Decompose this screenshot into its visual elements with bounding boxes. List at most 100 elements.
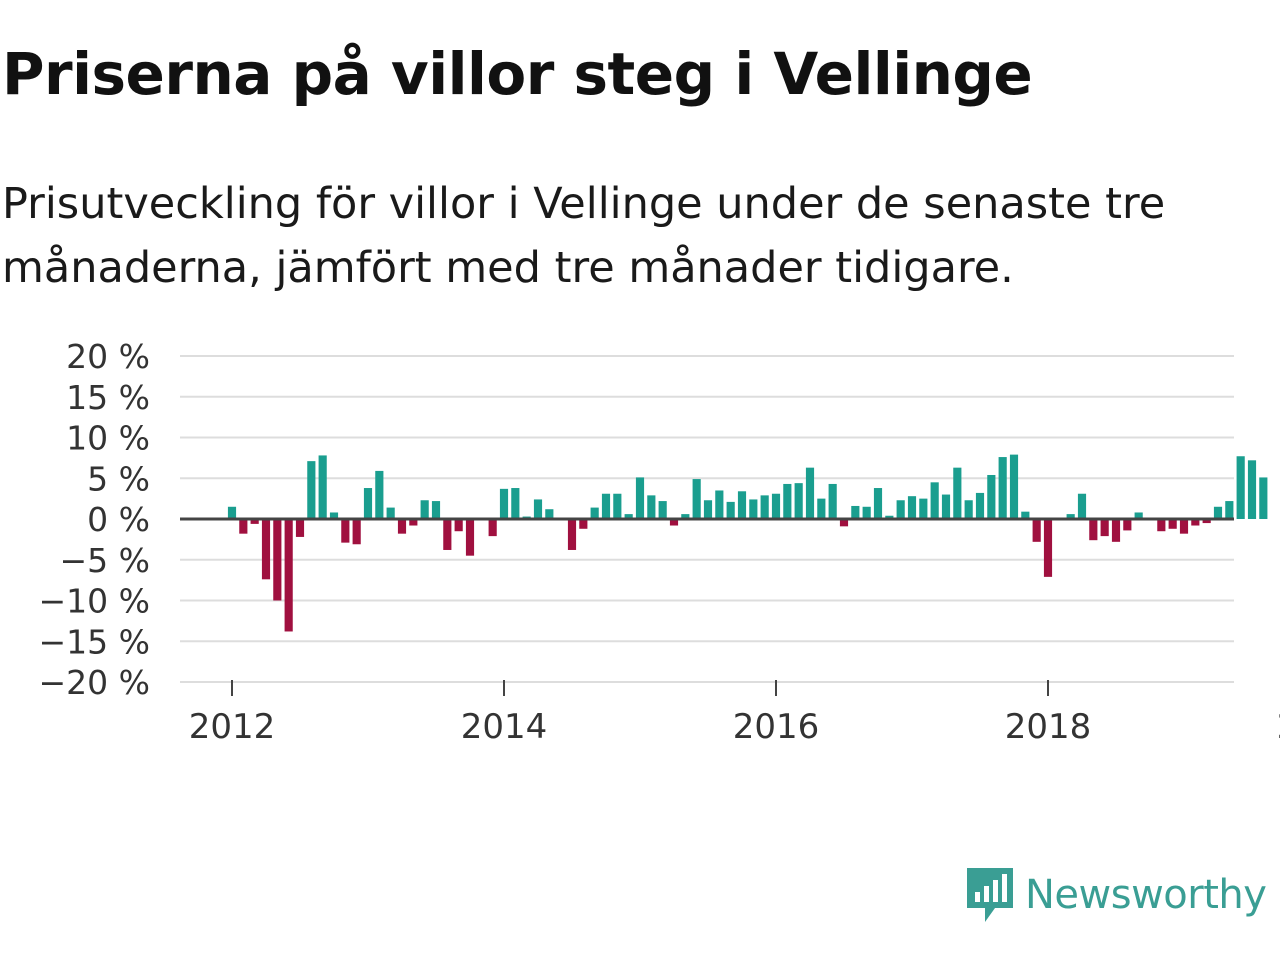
bar xyxy=(817,498,826,519)
bar xyxy=(465,519,475,556)
newsworthy-logo-icon xyxy=(967,868,1013,922)
bar xyxy=(295,519,305,537)
bar xyxy=(250,519,259,524)
bar xyxy=(715,490,724,519)
x-tick-label: 2018 xyxy=(1005,707,1092,747)
bar xyxy=(1168,519,1177,529)
bar xyxy=(1236,456,1245,519)
y-tick-label: 20 % xyxy=(66,337,150,376)
bar xyxy=(862,506,871,519)
bar xyxy=(1179,519,1189,534)
bar xyxy=(726,501,735,519)
bar xyxy=(987,474,996,519)
bar xyxy=(545,509,554,519)
bar xyxy=(953,467,962,519)
bar xyxy=(613,493,622,519)
bar xyxy=(579,519,588,529)
bar xyxy=(307,461,316,519)
bar xyxy=(341,519,350,543)
bar xyxy=(1213,506,1223,519)
bar xyxy=(420,500,429,519)
x-tick-label: 2014 xyxy=(461,707,548,747)
bar xyxy=(1100,519,1109,537)
bar xyxy=(669,519,679,526)
bar xyxy=(533,499,543,519)
y-tick-label: −20 % xyxy=(39,663,151,702)
bar xyxy=(647,495,656,519)
bar xyxy=(907,496,917,519)
bar xyxy=(488,519,497,537)
bar xyxy=(873,488,883,519)
bar xyxy=(454,519,463,532)
bar xyxy=(851,505,860,519)
chart-subtitle: Prisutveckling för villor i Vellinge und… xyxy=(2,179,1166,293)
bar xyxy=(363,488,373,519)
bar xyxy=(590,507,599,519)
bar xyxy=(624,514,633,519)
bar xyxy=(352,519,361,545)
bar xyxy=(805,467,815,519)
bar xyxy=(443,519,452,550)
bar xyxy=(1009,454,1019,519)
y-axis: 20 %15 %10 %5 %0 %−5 %−10 %−15 %−20 % xyxy=(39,337,151,702)
bar xyxy=(397,519,407,534)
bar xyxy=(284,519,293,632)
x-axis: 20122014201620182020202220242026 xyxy=(189,680,1280,747)
x-tick-label: 2016 xyxy=(733,707,820,747)
bar xyxy=(1225,501,1234,519)
y-tick-label: −5 % xyxy=(60,541,151,580)
y-tick-label: 5 % xyxy=(87,459,150,498)
y-tick-label: 10 % xyxy=(66,419,150,458)
bar xyxy=(703,500,713,519)
y-tick-label: −15 % xyxy=(39,622,151,661)
bar xyxy=(1032,519,1041,542)
bar xyxy=(239,519,248,534)
bar xyxy=(1259,477,1268,519)
bar xyxy=(930,482,939,519)
bar xyxy=(1134,512,1143,519)
bar xyxy=(998,457,1007,519)
bar xyxy=(1043,519,1053,577)
bar xyxy=(635,477,645,519)
bar xyxy=(1066,514,1075,519)
bar xyxy=(896,500,905,519)
gridlines xyxy=(180,355,1234,683)
bar xyxy=(975,492,985,519)
bar xyxy=(1123,519,1132,531)
bar xyxy=(749,499,758,519)
bar xyxy=(1202,519,1211,524)
bar xyxy=(783,483,792,519)
bar xyxy=(329,512,339,519)
bar xyxy=(511,488,520,519)
bar xyxy=(386,507,395,519)
newsworthy-logo: Newsworthy xyxy=(965,866,1267,924)
bar xyxy=(375,470,384,519)
bar xyxy=(1191,519,1200,526)
x-tick-label: 2012 xyxy=(189,707,276,747)
bar xyxy=(828,483,837,519)
bar xyxy=(964,500,973,519)
bar xyxy=(771,493,781,519)
bar xyxy=(941,494,951,519)
bar xyxy=(431,501,441,519)
bar xyxy=(681,514,690,519)
bar xyxy=(601,493,611,519)
bar xyxy=(1157,519,1166,532)
bar xyxy=(1077,493,1087,519)
bar-series xyxy=(227,454,1268,632)
bar xyxy=(919,498,928,519)
bar xyxy=(885,515,894,519)
bar xyxy=(409,519,418,526)
brand-name: Newsworthy xyxy=(1025,872,1267,918)
chart-title: Priserna på villor steg i Vellinge xyxy=(2,40,1033,108)
bar xyxy=(692,479,701,519)
y-tick-label: −10 % xyxy=(39,582,151,621)
bar xyxy=(227,506,237,519)
bar xyxy=(794,483,803,519)
bar xyxy=(499,488,509,519)
bar xyxy=(737,491,747,519)
bar xyxy=(839,519,849,527)
x-tick-label: 2020 xyxy=(1277,707,1280,747)
bar-chart: 20 %15 %10 %5 %0 %−5 %−10 %−15 %−20 % 20… xyxy=(39,337,1280,747)
bar xyxy=(1111,519,1121,542)
